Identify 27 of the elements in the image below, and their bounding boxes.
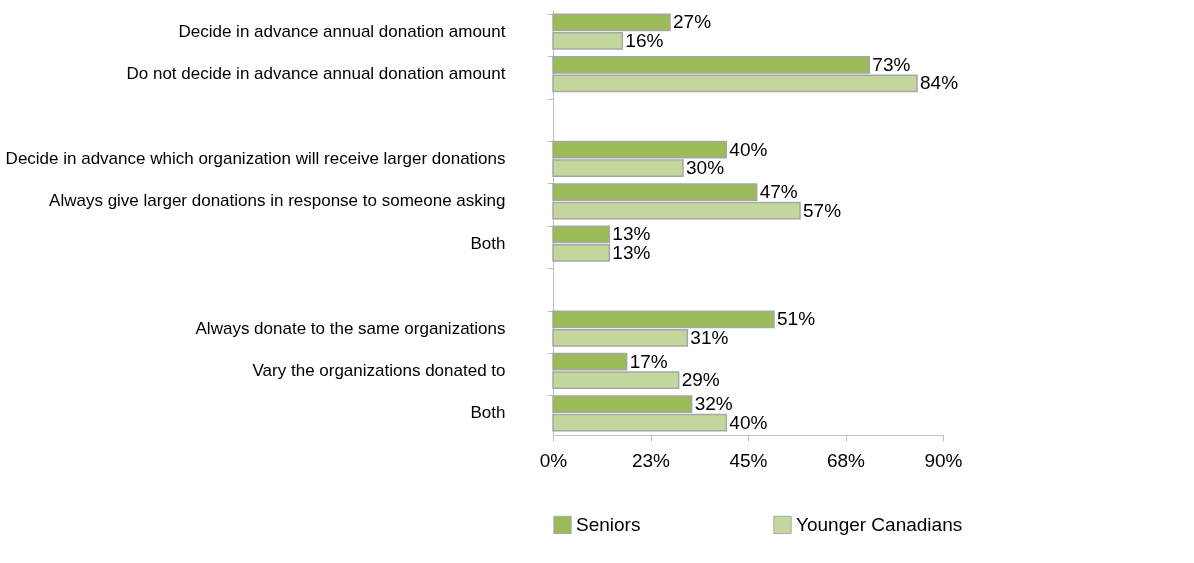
data-label: 17%: [629, 350, 668, 372]
x-tick-label: 0%: [539, 449, 568, 471]
y-tick-label: Vary the organizations donated to: [252, 360, 506, 380]
data-label: 30%: [686, 157, 725, 179]
data-label: 16%: [625, 29, 664, 51]
data-label: 31%: [690, 326, 729, 348]
x-tick-label: 23%: [631, 449, 671, 471]
x-tick-label: 68%: [826, 449, 866, 471]
x-tick-label: 45%: [729, 449, 768, 471]
data-label: 73%: [872, 53, 911, 75]
y-tick-label: Both: [470, 233, 506, 253]
x-tick-label: 90%: [924, 449, 963, 471]
y-tick-label: Both: [470, 403, 506, 423]
y-tick-label: Decide in advance annual donation amount: [178, 21, 506, 41]
legend-label: Seniors: [576, 513, 641, 535]
legend-label: Younger Canadians: [796, 513, 963, 535]
data-label: 40%: [729, 138, 768, 160]
data-label: 51%: [777, 308, 816, 330]
y-tick-label: Always donate to the same organizations: [195, 318, 506, 338]
data-label: 84%: [920, 72, 959, 94]
y-tick-label: Do not decide in advance annual donation amount: [126, 64, 506, 84]
data-label: 27%: [673, 11, 712, 33]
y-tick-label: Always give larger donations in response to someone asking: [49, 191, 506, 211]
y-tick-label: Decide in advance which organization will receive larger donations: [5, 148, 506, 168]
data-label: 29%: [681, 369, 720, 391]
data-label: 47%: [759, 181, 798, 203]
data-label: 57%: [803, 199, 842, 221]
